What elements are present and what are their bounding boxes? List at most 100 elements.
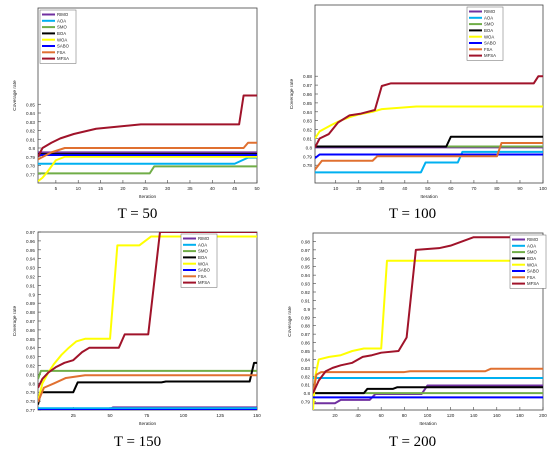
legend-label: MFSA [527, 281, 539, 286]
y-tick-label: 0.92 [26, 275, 35, 280]
legend-label: SABO [527, 269, 540, 274]
series-line-mfsa [38, 232, 257, 389]
x-axis-label: Iteration [139, 421, 157, 427]
y-tick-label: 0.83 [303, 119, 312, 124]
y-tick-label: 0.8 [29, 381, 36, 386]
plot-area [312, 232, 544, 411]
y-tick-label: 0.84 [26, 346, 35, 351]
x-tick-label: 180 [516, 413, 524, 418]
y-tick-label: 0.93 [301, 282, 310, 287]
y-tick-label: 0.81 [303, 137, 312, 142]
x-tick-label: 25 [71, 413, 77, 418]
y-tick-label: 0.77 [26, 408, 35, 413]
x-tick-label: 75 [144, 413, 150, 418]
y-tick-label: 0.79 [26, 155, 35, 160]
y-tick-label: 0.97 [301, 248, 310, 253]
plot-area [37, 231, 258, 411]
x-axis-label: Iteration [139, 194, 157, 200]
x-tick-label: 200 [539, 413, 547, 418]
y-tick-label: 0.91 [301, 298, 310, 303]
x-axis-label: Iteration [420, 194, 438, 200]
legend-label: SMO [57, 25, 67, 30]
legend-label: FSA [527, 275, 535, 280]
legend-label: SABO [57, 44, 70, 49]
legend-label: WOA [57, 37, 67, 42]
x-tick-label: 40 [356, 413, 362, 418]
y-tick-label: 0.95 [26, 248, 35, 253]
chart-t200: 0.79 0.8 0.81 0.82 0.83 0.84 0.85 0.86 0.87 0.88 0… [287, 232, 547, 427]
y-tick-label: 0.78 [26, 164, 35, 169]
y-tick-label: 0.82 [26, 129, 35, 134]
y-tick-label: 0.88 [301, 324, 310, 329]
series-line-smo [38, 165, 257, 175]
legend-label: FSA [198, 274, 206, 279]
y-tick-label: 0.94 [26, 257, 35, 262]
legend-label: SMO [484, 22, 494, 27]
y-tick-label: 0.84 [301, 357, 310, 362]
y-tick-label: 0.86 [303, 92, 312, 97]
chart-t50: 0.77 0.78 0.79 0.8 0.81 0.82 0.83 0.84 0.85 5 10 15… [12, 7, 260, 200]
y-tick-label: 0.85 [303, 101, 312, 106]
y-tick-label: 0.82 [301, 374, 310, 379]
series-group [315, 75, 543, 174]
x-tick-label: 90 [517, 186, 523, 191]
legend-box [180, 233, 218, 288]
y-tick-label: 0.89 [301, 315, 310, 320]
legend-label: SMO [198, 249, 208, 254]
y-tick-label: 0.83 [26, 355, 35, 360]
series-line-mfsa [38, 94, 257, 158]
y-tick-label: 0.9 [29, 292, 36, 297]
y-tick-label: 0.91 [26, 283, 35, 288]
legend-label: RIMO [527, 237, 539, 242]
legend-label: AOA [527, 243, 536, 248]
legend-label: BOA [484, 28, 493, 33]
x-tick-label: 20 [120, 186, 126, 191]
y-tick-label: 0.83 [26, 120, 35, 125]
y-tick-label: 0.89 [26, 301, 35, 306]
x-tick-label: 120 [447, 413, 455, 418]
x-tick-label: 100 [180, 413, 188, 418]
y-tick-label: 0.98 [301, 239, 310, 244]
y-tick-label: 0.88 [303, 74, 312, 79]
y-axis-label: Coverage rate [287, 306, 293, 337]
chart-caption: T = 200 [388, 434, 437, 450]
x-tick-label: 140 [470, 413, 478, 418]
x-tick-label: 80 [402, 413, 408, 418]
legend-label: SMO [527, 250, 537, 255]
x-tick-label: 40 [402, 186, 408, 191]
legend-label: MFSA [484, 53, 496, 58]
chart-panel-t150: 0.77 0.78 0.79 0.8 0.81 0.82 0.83 0.84 0.85 0.86 0… [0, 227, 275, 454]
y-tick-label: 0.81 [26, 372, 35, 377]
x-tick-label: 45 [232, 186, 238, 191]
legend-label: BOA [527, 256, 536, 261]
x-tick-label: 15 [98, 186, 104, 191]
legend-label: AOA [198, 242, 207, 247]
y-tick-label: 0.81 [26, 137, 35, 142]
y-tick-label: 0.86 [301, 341, 310, 346]
series-line-woa [313, 259, 543, 410]
x-tick-label: 20 [356, 186, 362, 191]
chart-caption: T = 100 [388, 206, 437, 222]
legend-label: FSA [484, 47, 492, 52]
y-tick-label: 0.78 [303, 163, 312, 168]
series-line-sabo [315, 153, 543, 159]
y-tick-label: 0.81 [301, 383, 310, 388]
y-tick-label: 0.9 [304, 307, 311, 312]
y-tick-label: 0.84 [26, 111, 35, 116]
y-tick-label: 0.79 [26, 390, 35, 395]
series-group [313, 236, 543, 410]
y-tick-label: 0.78 [26, 399, 35, 404]
legend-label: RIMO [484, 9, 496, 14]
y-tick-label: 0.86 [26, 328, 35, 333]
series-line-smo [38, 369, 257, 380]
x-tick-label: 125 [216, 413, 224, 418]
x-tick-label: 70 [471, 186, 477, 191]
chart-panel-t100: 0.78 0.79 0.8 0.81 0.82 0.83 0.84 0.85 0.86 0.87 0… [275, 0, 550, 227]
chart-caption: T = 50 [117, 206, 158, 222]
chart-t100: 0.78 0.79 0.8 0.81 0.82 0.83 0.84 0.85 0.86 0.87 0… [289, 4, 547, 200]
y-tick-label: 0.83 [301, 366, 310, 371]
y-tick-label: 0.82 [26, 364, 35, 369]
x-tick-label: 25 [143, 186, 149, 191]
x-tick-label: 80 [494, 186, 500, 191]
x-tick-label: 50 [254, 186, 260, 191]
